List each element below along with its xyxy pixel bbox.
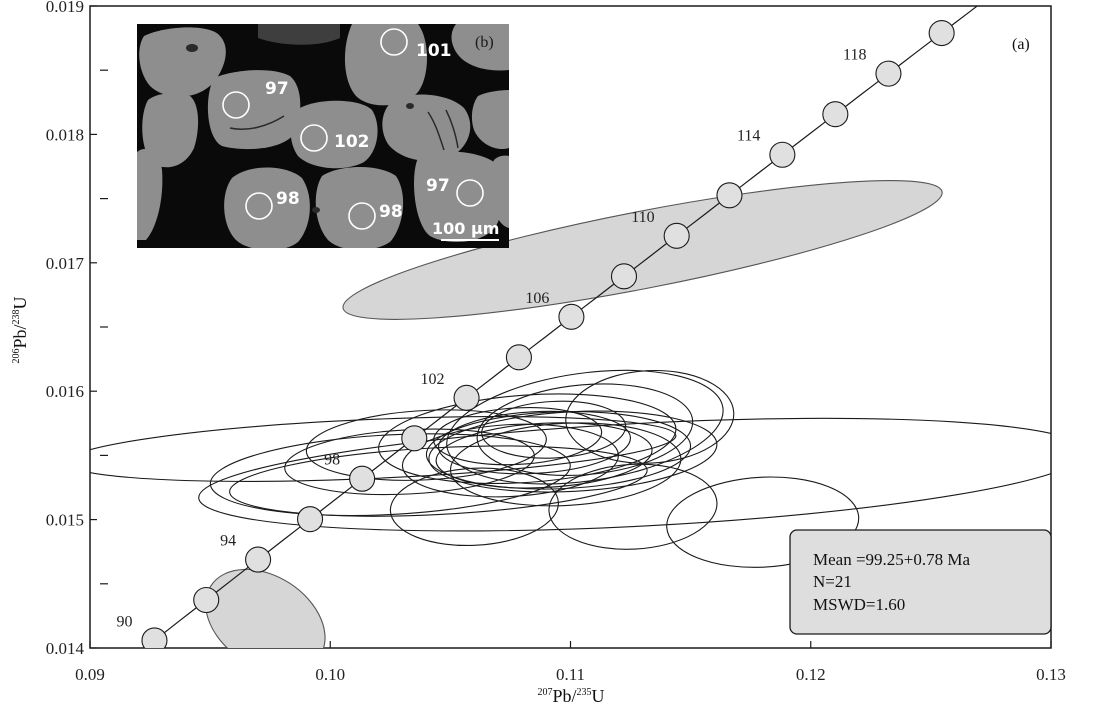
spot-age-label: 97 [426, 176, 450, 196]
error-ellipse [401, 423, 619, 498]
zircon-inclusion [406, 103, 414, 109]
zircon-inclusion [312, 207, 320, 213]
spot-age-label: 97 [265, 79, 289, 99]
stats-n: N=21 [813, 572, 852, 591]
error-ellipse [305, 409, 547, 481]
error-ellipse [476, 383, 694, 477]
concordia-age-marker [245, 546, 272, 573]
concordia-age-markers [141, 19, 955, 648]
error-ellipse [548, 463, 718, 550]
x-tick-label: 0.12 [796, 665, 826, 684]
concordia-age-marker [349, 465, 376, 492]
error-ellipse [666, 476, 860, 568]
spot-age-label: 102 [334, 132, 370, 152]
error-ellipse [389, 467, 559, 547]
concordia-age-labels: 90 94 98 102 106 110 114 118 [116, 47, 866, 631]
x-tick-label: 0.11 [556, 665, 585, 684]
zircon-grain [315, 167, 404, 248]
zircon-grain [414, 151, 504, 242]
concordia-age-marker [610, 263, 638, 290]
concordia-age-marker [505, 344, 532, 371]
zircon-grain [258, 24, 340, 45]
stats-mswd: MSWD=1.60 [813, 595, 905, 614]
spot-age-label: 98 [276, 189, 300, 209]
concordia-age-label: 90 [116, 613, 132, 630]
panel-label-a: (a) [1012, 36, 1030, 53]
scale-bar-label: 100 μm [432, 219, 499, 238]
error-ellipse [198, 417, 1051, 532]
concordia-age-marker [193, 586, 220, 614]
analysis-spot [456, 179, 484, 207]
concordia-age-marker [297, 506, 324, 533]
concordia-age-label: 102 [421, 371, 445, 388]
y-tick-label: 0.018 [46, 125, 84, 144]
y-axis-title: 206Pb/238U [10, 296, 30, 363]
analysis-spot [380, 28, 408, 56]
y-tick-label: 0.016 [46, 382, 84, 401]
concordia-age-label: 114 [737, 128, 760, 145]
stats-mean: Mean =99.25+0.78 Ma [813, 550, 970, 569]
x-axis-title: 207Pb/235U [537, 686, 604, 706]
error-ellipse-excluded [342, 179, 943, 320]
concordia-age-label: 118 [843, 47, 866, 64]
zircon-inclusion [186, 44, 198, 52]
stats-box-background [789, 529, 1052, 635]
y-tick-label: 0.017 [46, 254, 85, 273]
zircon-grain [471, 90, 509, 150]
error-ellipses [90, 179, 1051, 648]
concordia-age-marker [558, 303, 585, 330]
concordia-age-label: 94 [220, 533, 236, 550]
error-ellipse [435, 422, 653, 489]
zircon-grain [207, 70, 301, 150]
x-tick-label: 0.09 [75, 665, 105, 684]
inset-panel-label: (b) [475, 34, 494, 51]
error-ellipse [209, 433, 571, 517]
analysis-spot [348, 202, 376, 230]
concordia-age-marker [716, 182, 743, 209]
zircon-grain [137, 148, 163, 240]
concordia-age-marker [875, 60, 902, 87]
zircon-crack [229, 115, 285, 130]
zircon-grain [224, 167, 310, 248]
concordia-age-marker [663, 222, 690, 249]
x-tick-label: 0.13 [1036, 665, 1066, 684]
error-ellipse [433, 407, 603, 466]
zircon-grain [490, 155, 509, 228]
zircon-grain [139, 27, 226, 97]
concordia-age-label: 98 [324, 452, 340, 469]
zircon-grain [142, 93, 199, 168]
analysis-spot [300, 124, 328, 152]
zircon-crack [445, 109, 459, 149]
concordia-age-marker [769, 141, 796, 168]
spot-age-label: 101 [416, 41, 452, 61]
concordia-age-marker [401, 425, 428, 452]
y-tick-label: 0.015 [46, 511, 84, 530]
zircon-grain [382, 94, 471, 161]
zircon-grain [451, 24, 509, 71]
concordia-age-marker [453, 384, 480, 411]
y-tick-labels: 0.014 0.015 0.016 0.017 0.018 0.019 [46, 0, 85, 658]
error-ellipse-excluded [205, 568, 326, 648]
inset-cl-image: 101 97 102 98 98 97 (b) 100 μm [137, 24, 509, 248]
analysis-spot [245, 192, 273, 220]
zircon-grain [344, 24, 427, 106]
concordia-age-label: 106 [525, 290, 549, 307]
concordia-age-marker [141, 627, 168, 648]
axis-ticks [89, 5, 1052, 649]
concordia-age-marker [822, 101, 849, 128]
concordia-age-label: 110 [631, 209, 654, 226]
concordia-age-marker [928, 19, 955, 47]
error-ellipse [565, 369, 735, 464]
zircon-crack [427, 111, 445, 151]
x-tick-label: 0.10 [315, 665, 345, 684]
error-ellipse [428, 410, 718, 493]
stats-box: Mean =99.25+0.78 Ma N=21 MSWD=1.60 [789, 529, 1052, 635]
analysis-spot [222, 91, 250, 119]
y-tick-label: 0.019 [46, 0, 84, 16]
spot-age-label: 98 [379, 202, 403, 222]
x-tick-labels: 0.09 0.10 0.11 0.12 0.13 [75, 665, 1066, 684]
y-tick-label: 0.014 [46, 639, 85, 658]
